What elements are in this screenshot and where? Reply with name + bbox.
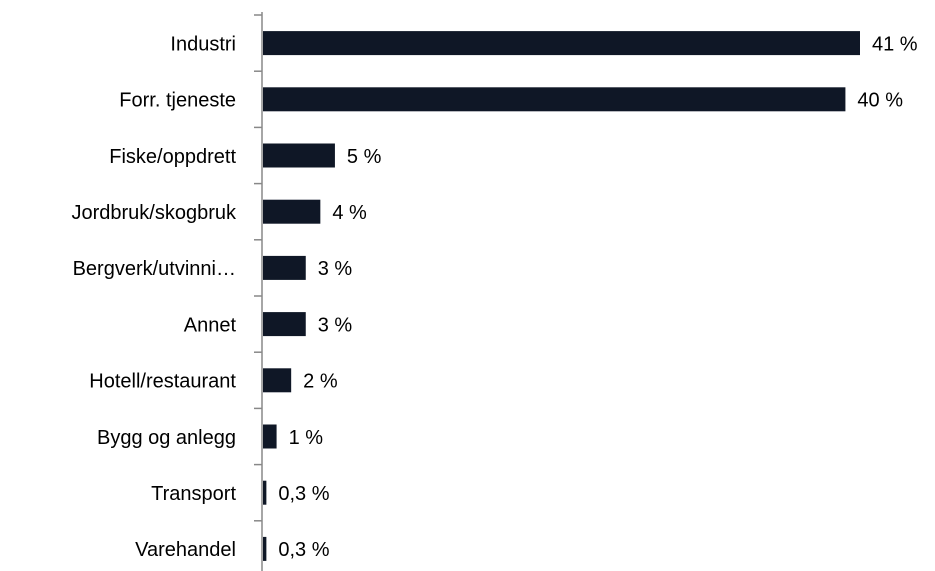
bar [263,255,306,280]
bar [263,536,267,561]
y-tick-label: Bergverk/utvinni… [73,258,236,280]
y-tick-label: Transport [151,483,236,505]
y-tick-label: Fiske/oppdrett [109,146,236,168]
y-tick-label: Bygg og anlegg [97,427,236,449]
value-label: 41 % [872,33,918,55]
y-tick-label: Forr. tjeneste [119,90,236,112]
y-tick-label: Annet [184,314,237,336]
bar [263,31,860,56]
bar [263,199,321,224]
y-tick-label: Jordbruk/skogbruk [71,202,237,224]
bar [263,424,277,449]
bar [263,87,846,112]
bar [263,312,306,337]
y-tick-label: Varehandel [135,539,236,561]
bar [263,143,335,168]
value-label: 4 % [332,202,367,224]
value-label: 1 % [289,427,324,449]
value-label: 5 % [347,146,382,168]
value-label: 3 % [318,258,353,280]
bar [263,368,292,393]
value-label: 0,3 % [278,539,329,561]
value-label: 2 % [303,371,338,393]
value-label: 3 % [318,314,353,336]
value-label: 0,3 % [278,483,329,505]
value-label: 40 % [857,90,903,112]
y-tick-label: Industri [170,33,236,55]
bar [263,480,267,505]
y-tick-label: Hotell/restaurant [89,371,236,393]
